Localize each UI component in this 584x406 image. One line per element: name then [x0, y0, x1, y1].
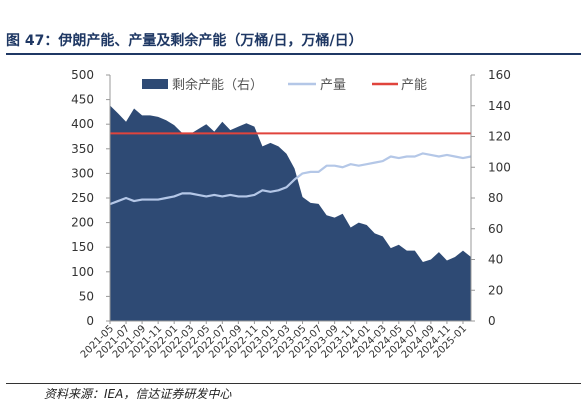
right-tick-label: 20 — [488, 283, 503, 297]
left-tick-label: 100 — [71, 265, 94, 279]
left-tick-label: 0 — [86, 314, 94, 328]
left-tick-label: 450 — [71, 93, 94, 107]
right-tick-label: 100 — [488, 160, 511, 174]
figure-title: 图 47：伊朗产能、产量及剩余产能（万桶/日，万桶/日） — [6, 33, 363, 49]
legend-label-spare-capacity: 剩余产能（右） — [172, 77, 263, 93]
right-tick-label: 80 — [488, 191, 503, 205]
series-spare-capacity-area — [110, 105, 471, 321]
title-rule — [6, 53, 581, 55]
left-tick-label: 250 — [71, 191, 94, 205]
lines-layer — [109, 132, 472, 206]
left-tick-label: 50 — [79, 289, 94, 303]
series-production-line — [109, 152, 472, 206]
left-tick-label: 350 — [71, 142, 94, 156]
right-tick-label: 60 — [488, 222, 503, 236]
left-tick-label: 300 — [71, 166, 94, 180]
legend-label-capacity: 产能 — [401, 78, 427, 93]
right-tick-label: 140 — [488, 99, 511, 113]
right-tick-label: 160 — [488, 68, 511, 82]
right-tick-label: 0 — [488, 314, 496, 328]
left-tick-label: 500 — [71, 68, 94, 82]
right-tick-label: 120 — [488, 130, 511, 144]
source-note: 资料来源：IEA，信达证券研发中心 — [44, 387, 232, 401]
legend-label-production: 产量 — [320, 78, 346, 93]
left-tick-label: 200 — [71, 216, 94, 230]
left-tick-label: 400 — [71, 117, 94, 131]
area-layer — [110, 105, 471, 321]
left-tick-label: 150 — [71, 240, 94, 254]
source-rule — [6, 383, 581, 384]
right-tick-label: 40 — [488, 253, 503, 267]
legend: 剩余产能（右） 产量 产能 — [142, 77, 427, 93]
legend-swatch-spare-capacity — [142, 79, 168, 89]
